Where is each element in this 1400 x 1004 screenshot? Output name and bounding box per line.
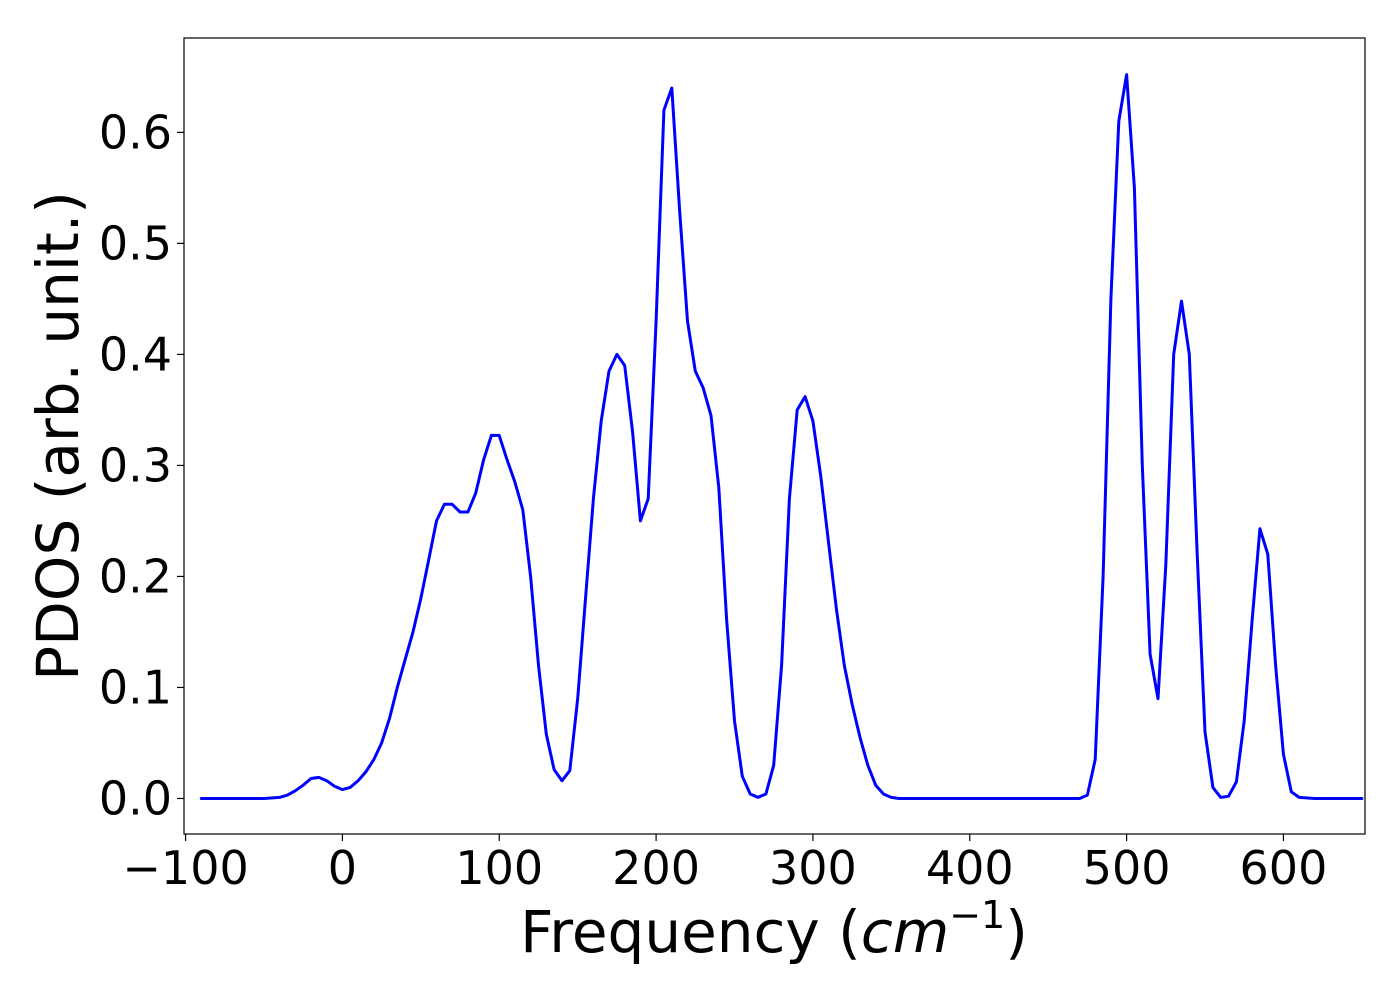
series-line bbox=[199, 73, 1364, 800]
x-tick-label: 500 bbox=[1083, 841, 1171, 895]
x-axis-label-exponent: −1 bbox=[949, 893, 1005, 937]
x-tick-label: 0 bbox=[328, 841, 357, 895]
x-axis-ticks: −100 0 100 200 300 400 500 600 bbox=[122, 834, 1327, 895]
y-axis-ticks: 0.0 0.1 0.2 0.3 0.4 0.5 0.6 bbox=[99, 105, 184, 825]
y-tick-label: 0.1 bbox=[99, 660, 172, 714]
x-tick-label: 300 bbox=[769, 841, 857, 895]
x-axis-label-suffix: ) bbox=[1005, 898, 1028, 966]
x-axis-label-unit: cm bbox=[861, 898, 949, 966]
x-tick-label: 100 bbox=[455, 841, 543, 895]
y-tick-label: 0.6 bbox=[99, 105, 172, 159]
y-tick-label: 0.5 bbox=[99, 216, 172, 270]
x-axis-label: Frequency (cm−1) bbox=[520, 893, 1028, 966]
x-tick-label: 200 bbox=[612, 841, 700, 895]
x-tick-label: 600 bbox=[1240, 841, 1328, 895]
y-tick-label: 0.0 bbox=[99, 771, 172, 825]
y-tick-label: 0.3 bbox=[99, 438, 172, 492]
x-tick-label: −100 bbox=[122, 841, 248, 895]
y-tick-label: 0.4 bbox=[99, 327, 172, 381]
x-axis-label-prefix: Frequency ( bbox=[520, 898, 861, 966]
plot-background bbox=[184, 38, 1365, 834]
plot-frame bbox=[183, 37, 1366, 835]
y-tick-label: 0.2 bbox=[99, 549, 172, 603]
y-axis-label: PDOS (arb. unit.) bbox=[24, 191, 92, 681]
x-tick-label: 400 bbox=[926, 841, 1014, 895]
